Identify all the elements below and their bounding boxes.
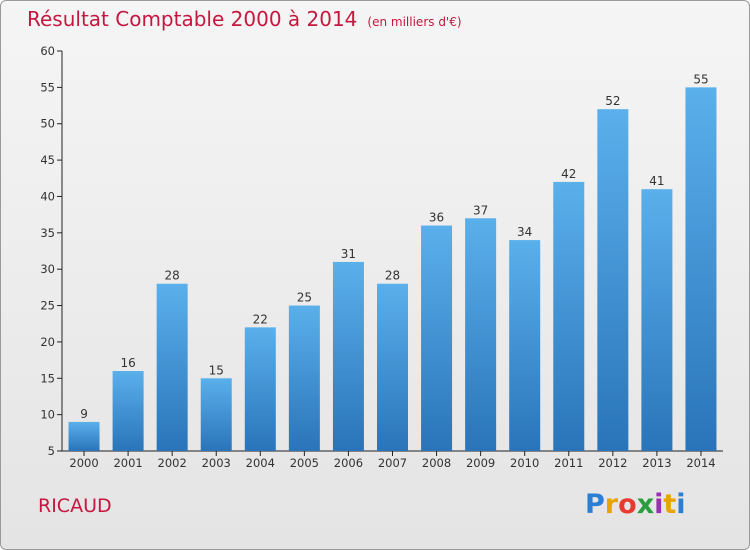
- logo-letter: i: [654, 489, 664, 520]
- bar: [332, 261, 364, 451]
- y-tick-label: 30: [40, 262, 55, 276]
- x-tick-label: 2002: [158, 456, 187, 470]
- x-tick-label: 2009: [466, 456, 495, 470]
- y-tick-label: 20: [40, 335, 55, 349]
- bar-value-label: 42: [561, 167, 576, 181]
- subtitle-text: (en milliers d'€): [367, 15, 462, 29]
- bar-value-label: 34: [517, 225, 532, 239]
- bar-value-label: 52: [605, 94, 620, 108]
- x-tick-label: 2001: [113, 456, 142, 470]
- x-tick-label: 2014: [686, 456, 715, 470]
- y-tick-label: 50: [40, 117, 55, 131]
- x-tick-label: 2004: [246, 456, 275, 470]
- y-tick-label: 10: [40, 408, 55, 422]
- x-tick-label: 2005: [290, 456, 319, 470]
- labels: 2000 9 2001 16 2002 28 2003 15 2004 22 2005 25 2006 3…: [69, 72, 715, 470]
- bar: [112, 371, 144, 451]
- logo-letter: x: [636, 489, 655, 520]
- proxiti-logo: Proxiti: [585, 489, 686, 520]
- bar: [377, 283, 408, 451]
- bar: [509, 240, 541, 451]
- bar: [244, 327, 276, 451]
- bar: [200, 378, 232, 451]
- x-tick-label: 2000: [69, 456, 98, 470]
- bar-value-label: 41: [649, 174, 664, 188]
- bar-value-label: 22: [253, 312, 268, 326]
- x-tick-label: 2012: [598, 456, 627, 470]
- logo-letter: o: [618, 489, 637, 520]
- bar-value-label: 9: [80, 407, 88, 421]
- bar: [421, 225, 453, 451]
- bar-value-label: 15: [209, 363, 224, 377]
- x-tick-label: 2003: [202, 456, 231, 470]
- title-text: Résultat Comptable 2000 à 2014: [27, 7, 358, 31]
- x-tick-label: 2013: [642, 456, 671, 470]
- bar: [641, 189, 673, 451]
- logo-letter: i: [676, 489, 686, 520]
- y-tick-label: 35: [40, 226, 55, 240]
- bar-value-label: 16: [120, 356, 135, 370]
- x-tick-label: 2010: [510, 456, 539, 470]
- y-tick-label: 15: [40, 371, 55, 385]
- bars: [68, 87, 717, 451]
- logo-letter: P: [585, 489, 605, 520]
- y-tick-label: 40: [40, 189, 55, 203]
- bar: [465, 218, 497, 451]
- bar-value-label: 31: [341, 247, 356, 261]
- bar: [68, 421, 100, 451]
- bar-value-label: 36: [429, 211, 444, 225]
- bar: [685, 87, 717, 451]
- x-tick-label: 2007: [378, 456, 407, 470]
- bar-value-label: 25: [297, 291, 312, 305]
- chart-title: Résultat Comptable 2000 à 2014 (en millie…: [27, 7, 462, 31]
- logo-letter: r: [604, 489, 619, 520]
- y-tick-label: 45: [40, 153, 55, 167]
- bar-value-label: 28: [385, 269, 400, 283]
- bar: [156, 283, 188, 451]
- logo-letter: t: [663, 489, 677, 520]
- y-tick-label: 5: [48, 444, 55, 458]
- x-tick-label: 2011: [554, 456, 583, 470]
- y-tick-label: 25: [40, 299, 55, 313]
- bar-value-label: 55: [693, 72, 708, 86]
- bar: [288, 305, 320, 451]
- y-tick-label: 55: [40, 80, 55, 94]
- bar-value-label: 28: [165, 269, 180, 283]
- bar-value-label: 37: [473, 203, 488, 217]
- commune-name: RICAUD: [38, 495, 112, 517]
- x-tick-label: 2006: [334, 456, 363, 470]
- bar: [553, 181, 585, 451]
- x-tick-label: 2008: [422, 456, 451, 470]
- bar: [597, 109, 629, 451]
- y-tick-label: 60: [40, 44, 55, 58]
